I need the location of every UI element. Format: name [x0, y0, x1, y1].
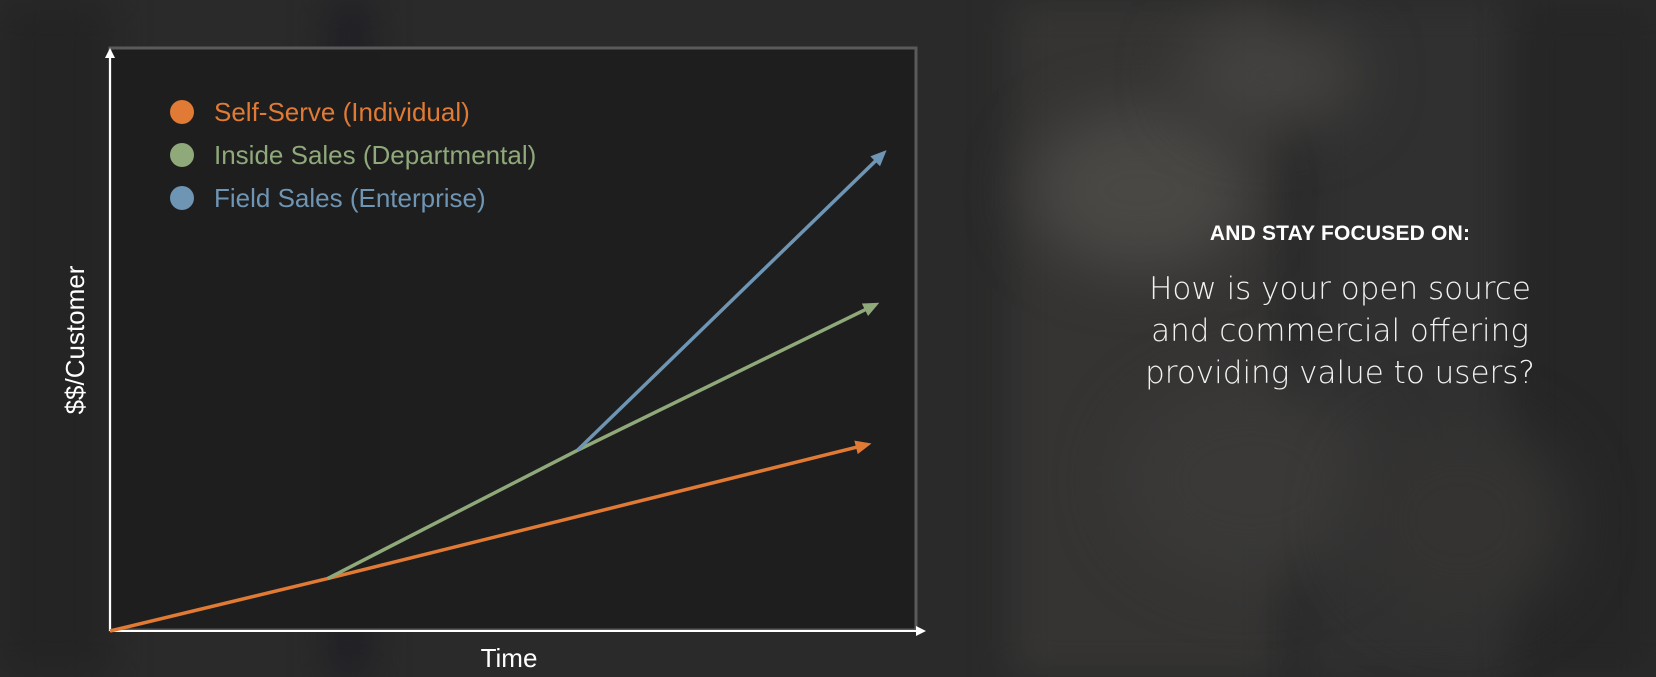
- y-axis-label: $$/Customer: [60, 265, 90, 414]
- legend-marker-field-sales-enterprise: [170, 186, 194, 210]
- focus-heading: AND STAY FOCUSED ON:: [1209, 222, 1471, 245]
- legend-marker-inside-sales-departmental: [170, 143, 194, 167]
- legend-marker-self-serve-individual: [170, 100, 194, 124]
- legend: Self-Serve (Individual) Inside Sales (Dep…: [170, 97, 536, 213]
- legend-label-self-serve-individual: Self-Serve (Individual): [214, 97, 470, 127]
- x-axis-label: Time: [481, 643, 538, 673]
- legend-label-inside-sales-departmental: Inside Sales (Departmental): [214, 140, 536, 170]
- plot-area: [108, 46, 918, 632]
- legend-label-field-sales-enterprise: Field Sales (Enterprise): [214, 183, 486, 213]
- focus-question: How is your open source and commercial o…: [1145, 271, 1535, 391]
- focus-panel: AND STAY FOCUSED ON: How is your open so…: [1100, 222, 1580, 394]
- series-line-field-sales-enterprise: [576, 150, 887, 452]
